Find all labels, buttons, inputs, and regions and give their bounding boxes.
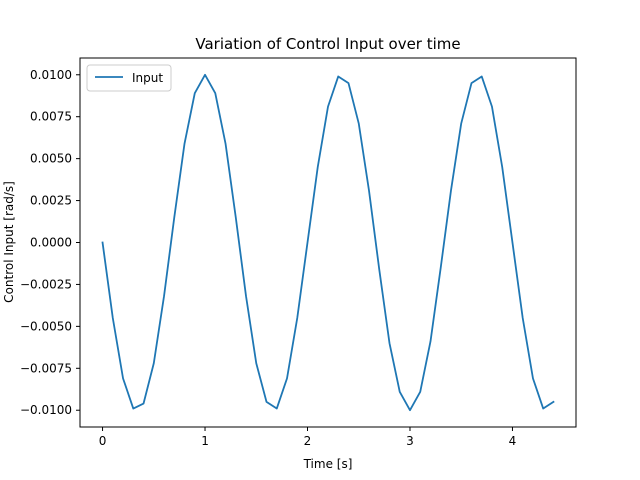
legend: Input xyxy=(86,64,172,92)
x-tick-label: 3 xyxy=(406,434,414,448)
x-axis: 0 1 2 3 4 xyxy=(99,427,517,448)
legend-box xyxy=(86,64,172,92)
plot-area xyxy=(101,73,555,412)
y-tick-label: −0.0075 xyxy=(20,361,72,375)
y-tick-label: 0.0000 xyxy=(30,236,72,250)
x-tick-label: 1 xyxy=(201,434,209,448)
x-tick-label: 2 xyxy=(304,434,312,448)
x-axis-label: Time [s] xyxy=(303,457,353,471)
y-tick-label: 0.0025 xyxy=(30,194,72,208)
y-axis: −0.0100 −0.0075 −0.0050 −0.0025 0.0000 0.0025… xyxy=(20,68,80,417)
chart-title: Variation of Control Input over time xyxy=(195,35,460,53)
y-tick-label: −0.0100 xyxy=(20,403,72,417)
legend-label-input: Input xyxy=(132,71,163,85)
y-tick-label: −0.0025 xyxy=(20,277,72,291)
y-tick-label: −0.0050 xyxy=(20,319,72,333)
series-line-input xyxy=(101,73,555,412)
x-tick-label: 4 xyxy=(509,434,517,448)
y-tick-label: 0.0075 xyxy=(30,110,72,124)
x-tick-label: 0 xyxy=(99,434,107,448)
plot-frame xyxy=(79,57,577,428)
y-tick-label: 0.0050 xyxy=(30,152,72,166)
y-axis-label: Control Input [rad/s] xyxy=(2,181,16,303)
y-tick-label: 0.0100 xyxy=(30,68,72,82)
